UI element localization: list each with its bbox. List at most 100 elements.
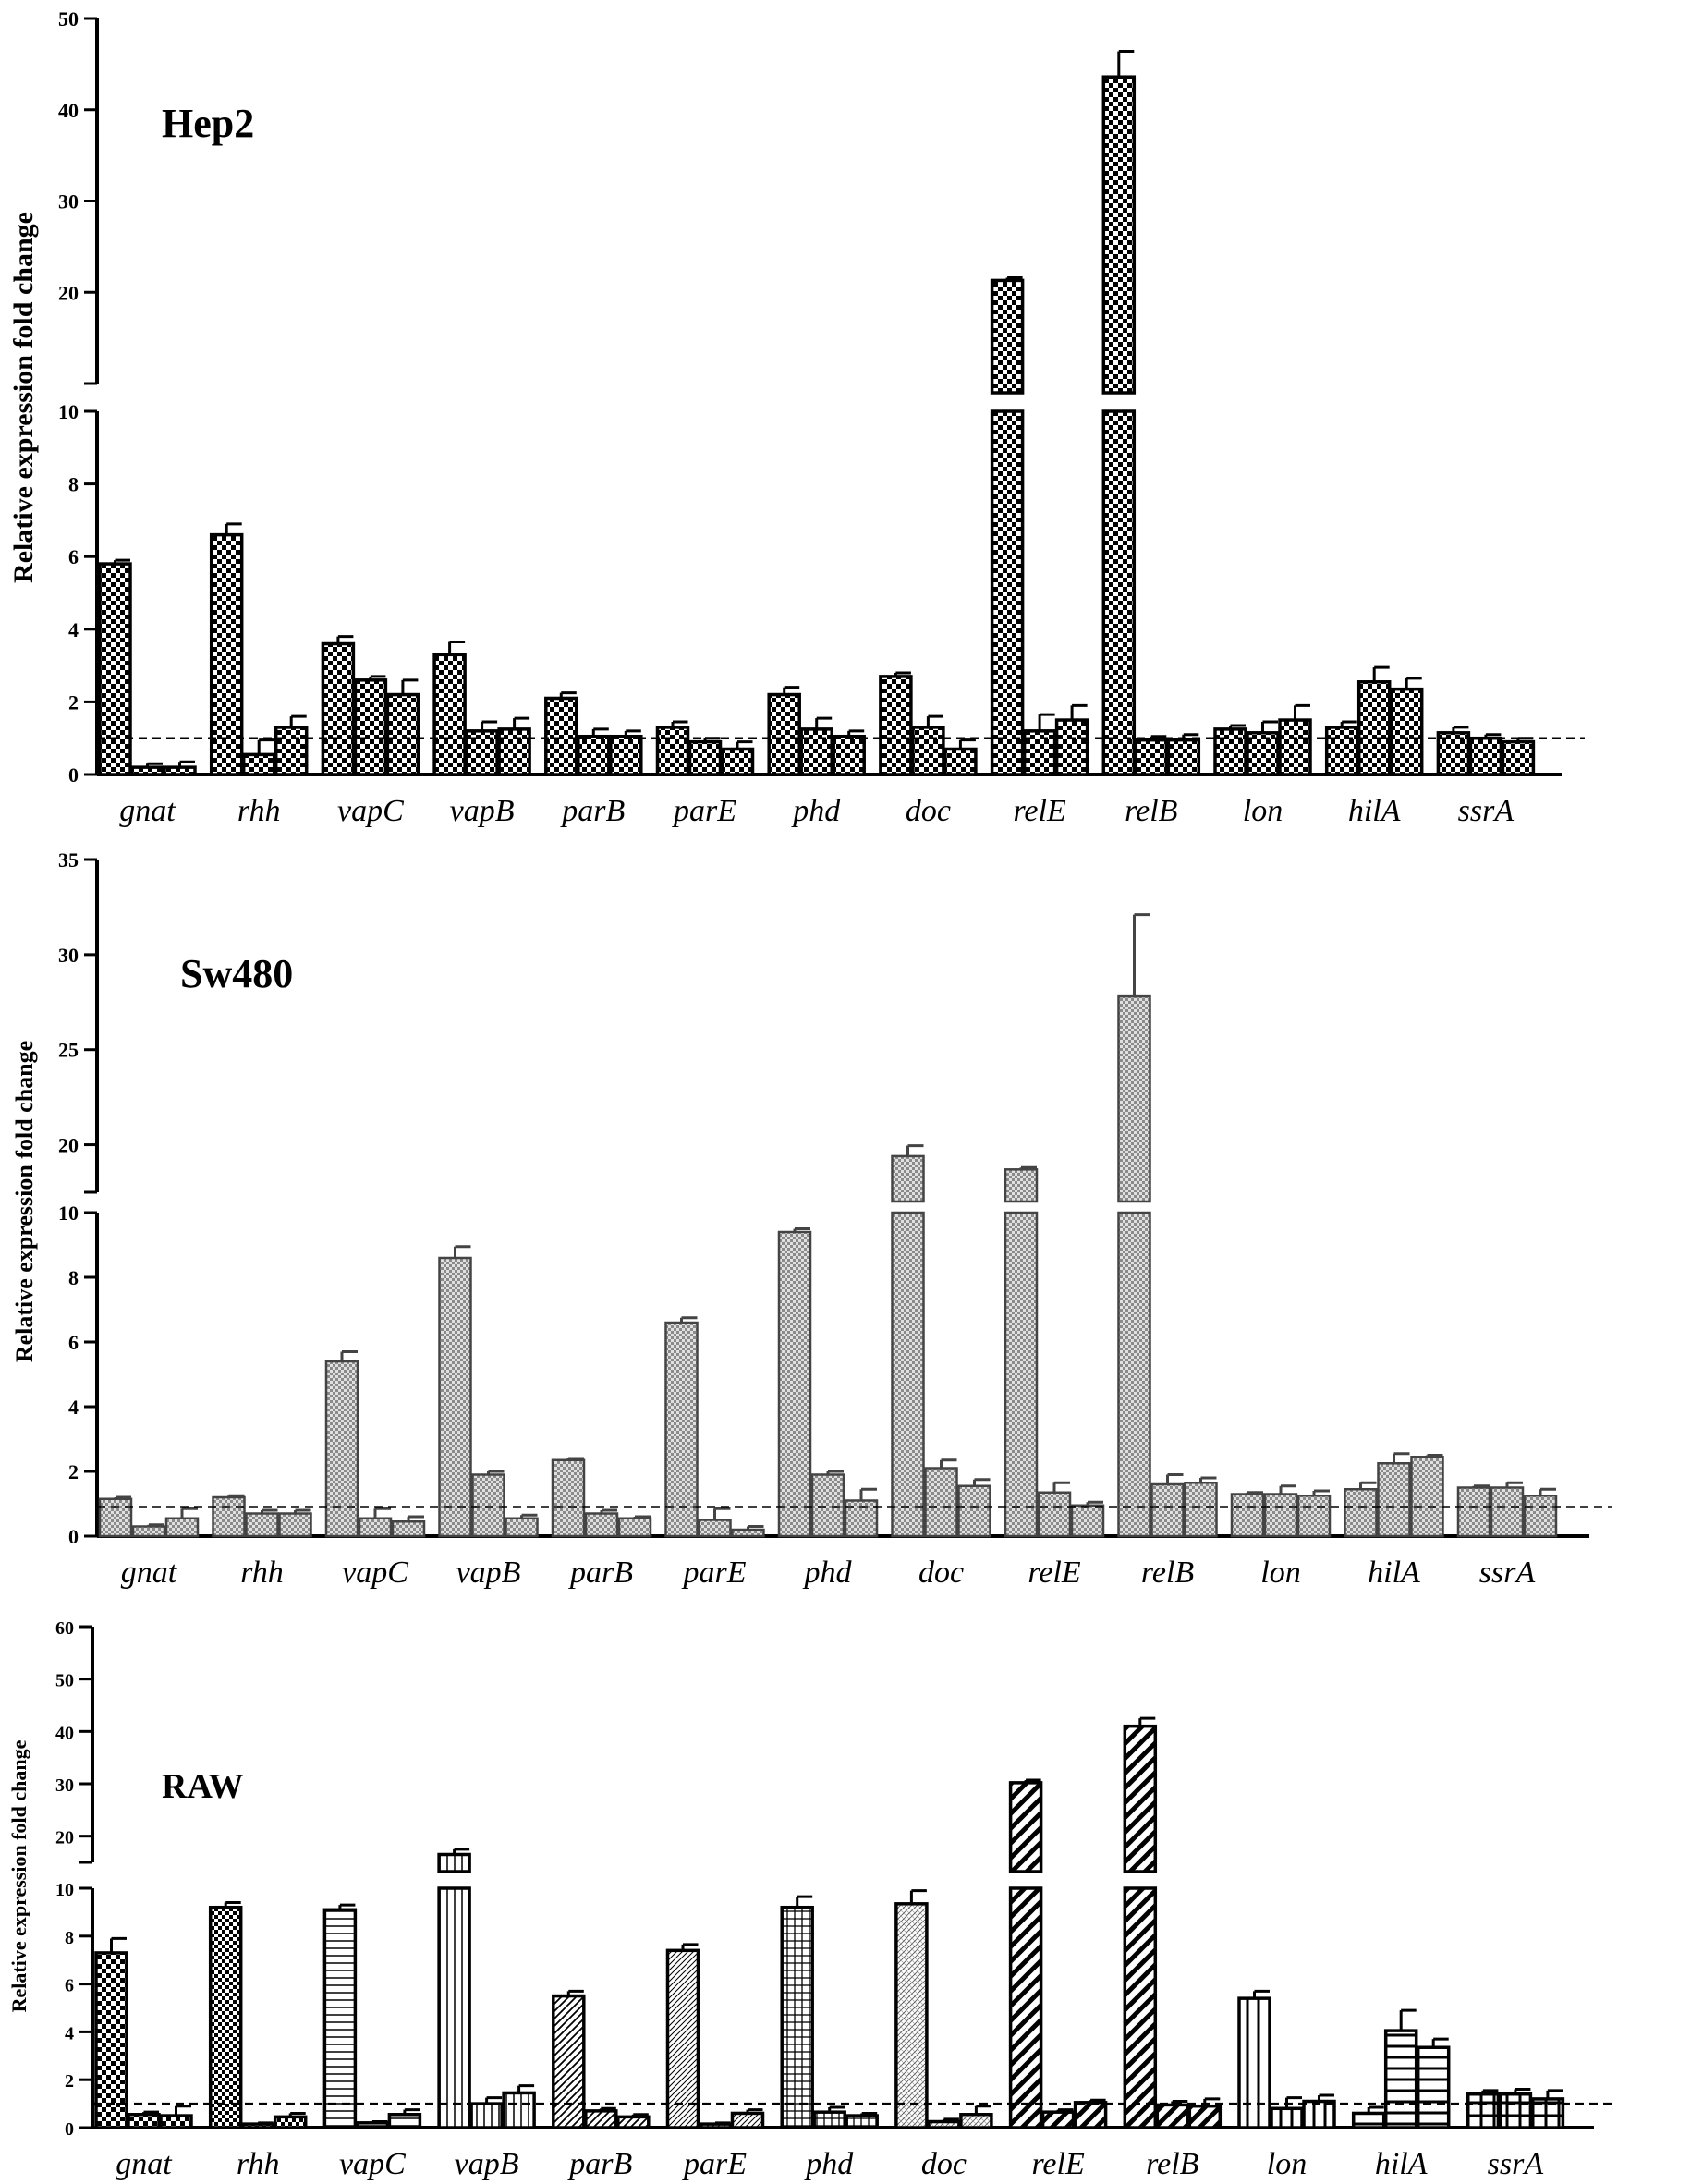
bar-gnat-2 xyxy=(130,765,164,776)
bar-phd-3 xyxy=(845,2114,879,2129)
category-label-relB: relB xyxy=(1146,2147,1199,2181)
category-label-rhh: rhh xyxy=(240,1556,284,1590)
bar-vapC-3 xyxy=(387,2113,422,2129)
category-label-ssrA: ssrA xyxy=(1479,1556,1536,1590)
bar-relE-3 xyxy=(1073,2101,1108,2129)
category-label-vapB: vapB xyxy=(456,1556,521,1590)
category-label-parB: parB xyxy=(560,794,625,828)
bar-rhh-1 xyxy=(209,532,244,776)
bar-phd-3 xyxy=(832,734,866,776)
y-tick-label: 30 xyxy=(58,944,79,967)
bar-parB-2 xyxy=(577,734,611,776)
bar-rhh-1 xyxy=(212,1495,246,1538)
bar-gnat-1 xyxy=(94,1951,128,2129)
category-label-vapB: vapB xyxy=(455,2147,519,2181)
bar-relB-1 xyxy=(1123,1724,1158,1873)
category-label-parE: parE xyxy=(682,2147,747,2181)
category-label-hilA: hilA xyxy=(1375,2147,1428,2181)
category-label-gnat: gnat xyxy=(116,2147,173,2181)
bar-parB-3 xyxy=(617,1517,652,1538)
category-label-parE: parE xyxy=(682,1556,747,1590)
bar-parE-1 xyxy=(665,1948,700,2129)
category-label-doc: doc xyxy=(918,1556,964,1590)
bar-vapB-1 xyxy=(432,653,467,776)
bar-ssrA-2 xyxy=(1468,736,1503,776)
bar-lon-3 xyxy=(1296,1495,1332,1538)
category-label-lon: lon xyxy=(1260,1556,1300,1590)
bar-vapB-2 xyxy=(471,1473,505,1538)
bar-vapB-1 xyxy=(438,1256,472,1538)
panel-title: Sw480 xyxy=(180,951,293,996)
bar-relE-1-lower xyxy=(1004,1211,1039,1538)
bar-relE-3 xyxy=(1054,718,1089,776)
bar-parE-1 xyxy=(664,1321,699,1538)
bar-lon-2 xyxy=(1263,1493,1298,1538)
bar-hilA-2 xyxy=(1377,1462,1411,1538)
bar-phd-2 xyxy=(810,1473,846,1538)
bar-vapC-2 xyxy=(358,1517,393,1538)
category-label-rhh: rhh xyxy=(237,2147,280,2181)
category-label-phd: phd xyxy=(791,794,841,828)
category-label-phd: phd xyxy=(803,1556,853,1590)
bar-ssrA-3 xyxy=(1530,2097,1565,2129)
bar-lon-1 xyxy=(1213,727,1247,776)
bar-rhh-2 xyxy=(240,2122,275,2129)
bar-vapC-1 xyxy=(321,641,356,776)
bar-vapB-1 xyxy=(437,1852,471,1873)
category-label-phd: phd xyxy=(804,2147,854,2181)
bar-relE-1 xyxy=(1008,1781,1043,1873)
bar-ssrA-3 xyxy=(1501,739,1536,776)
bar-ssrA-1 xyxy=(1456,1486,1491,1538)
bar-hilA-3 xyxy=(1416,2045,1451,2129)
bar-ssrA-1 xyxy=(1436,731,1471,776)
category-label-relE: relE xyxy=(1031,2147,1085,2181)
bar-gnat-2 xyxy=(127,2113,161,2129)
bar-phd-1 xyxy=(777,1230,812,1538)
category-label-parB: parB xyxy=(568,1556,633,1590)
bar-parE-3 xyxy=(730,2111,765,2129)
y-tick-label: 2 xyxy=(68,690,79,714)
bar-parB-1 xyxy=(551,1458,586,1538)
category-label-parB: parB xyxy=(567,2147,632,2181)
bar-relB-1-lower xyxy=(1117,1211,1151,1538)
y-tick-label: 6 xyxy=(68,1331,79,1354)
category-label-vapB: vapB xyxy=(450,794,515,828)
panel-title: RAW xyxy=(162,1767,244,1806)
y-tick-label: 30 xyxy=(55,1775,74,1796)
bar-parB-1 xyxy=(544,696,578,776)
bar-lon-3 xyxy=(1302,2099,1336,2129)
bar-parB-3 xyxy=(609,734,643,776)
y-tick-label: 10 xyxy=(55,1880,74,1900)
bar-hilA-3 xyxy=(1410,1456,1444,1538)
bar-rhh-3 xyxy=(274,726,309,776)
bar-hilA-3 xyxy=(1389,687,1424,776)
bar-relB-2 xyxy=(1150,1482,1185,1538)
bar-vapC-3 xyxy=(385,692,420,776)
y-axis-title: Relative expression fold change xyxy=(11,1041,38,1362)
category-label-vapC: vapC xyxy=(339,2147,406,2181)
bar-parE-1 xyxy=(655,726,690,776)
bar-gnat-2 xyxy=(131,1525,166,1538)
bar-lon-1 xyxy=(1230,1493,1265,1538)
category-label-doc: doc xyxy=(906,794,951,828)
y-tick-label: 0 xyxy=(68,1525,79,1548)
category-label-ssrA: ssrA xyxy=(1488,2147,1544,2181)
bar-vapB-1-lower xyxy=(437,1886,471,2129)
bar-relE-2 xyxy=(1037,1491,1072,1538)
bar-vapB-3 xyxy=(497,727,531,776)
category-label-hilA: hilA xyxy=(1348,794,1401,828)
bar-ssrA-2 xyxy=(1498,2092,1533,2129)
bar-rhh-3 xyxy=(273,2115,308,2129)
bar-hilA-1 xyxy=(1324,726,1359,776)
bar-doc-2 xyxy=(924,1467,958,1538)
bar-ssrA-2 xyxy=(1490,1486,1525,1538)
bar-relB-2 xyxy=(1155,2103,1190,2129)
category-label-ssrA: ssrA xyxy=(1458,794,1515,828)
bar-lon-1 xyxy=(1237,1996,1271,2129)
bar-rhh-2 xyxy=(241,752,276,776)
category-label-relE: relE xyxy=(1013,794,1066,828)
bar-parB-2 xyxy=(584,1512,619,1538)
bar-doc-2 xyxy=(927,2119,961,2129)
bar-lon-3 xyxy=(1278,718,1312,776)
